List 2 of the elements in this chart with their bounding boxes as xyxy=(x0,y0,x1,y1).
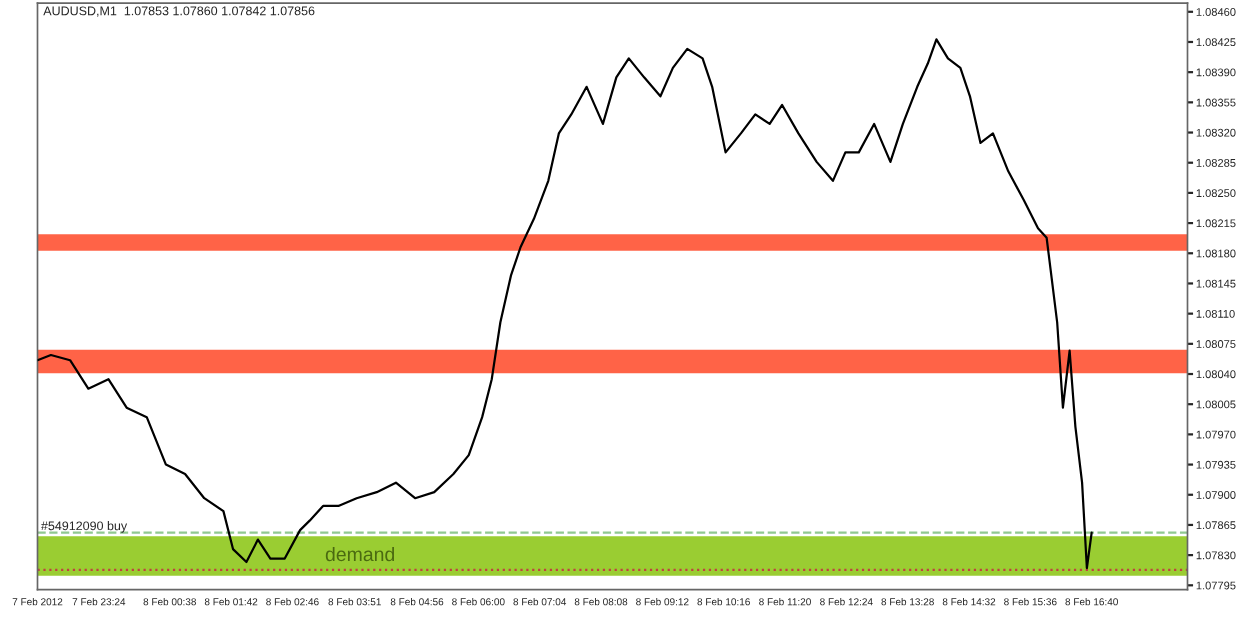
line-series xyxy=(37,38,1093,570)
band-label: demand xyxy=(325,546,395,562)
